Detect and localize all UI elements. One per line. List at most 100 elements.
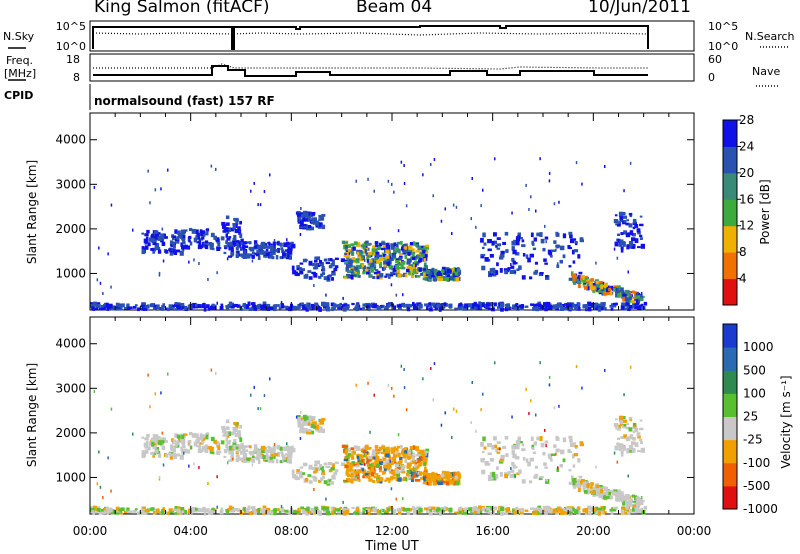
- echo-cell: [298, 421, 302, 427]
- echo-cell: [632, 303, 635, 308]
- echo-cell: [525, 458, 529, 463]
- echo-cell: [307, 429, 312, 432]
- echo-cell: [579, 237, 584, 242]
- echo-cell: [236, 448, 240, 453]
- echo-cell: [392, 476, 396, 480]
- echo-cell: [260, 445, 266, 451]
- x-tick-label: 20:00: [576, 524, 611, 538]
- echo-cell: [323, 508, 327, 513]
- echo-cell: [250, 189, 252, 193]
- echo-cell: [589, 490, 593, 494]
- echo-cell: [393, 509, 396, 515]
- echo-cell: [184, 306, 187, 311]
- echo-cell: [404, 246, 407, 250]
- echo-cell: [353, 307, 357, 311]
- echo-cell: [209, 509, 214, 515]
- echo-cell: [390, 246, 395, 250]
- echo-cell: [292, 305, 297, 310]
- freq-tick-top: 18: [66, 53, 80, 66]
- echo-cell: [536, 303, 540, 306]
- echo-cell: [640, 447, 645, 453]
- echo-cell: [281, 454, 286, 457]
- echo-cell: [275, 255, 279, 260]
- colorbar-tick-label: 8: [739, 245, 747, 259]
- echo-cell: [393, 256, 397, 260]
- echo-cell: [188, 239, 191, 243]
- colorbar-tick-label: 16: [739, 192, 754, 206]
- echo-cell: [344, 445, 349, 448]
- echo-cell: [487, 248, 492, 252]
- echo-cell: [415, 448, 419, 451]
- echo-cell: [172, 440, 175, 445]
- echo-cell: [99, 485, 102, 489]
- echo-cell: [228, 247, 231, 251]
- echo-cell: [363, 247, 369, 251]
- echo-cell: [409, 508, 413, 512]
- echo-cell: [198, 238, 204, 241]
- echo-cell: [236, 508, 241, 512]
- echo-cell: [143, 238, 147, 244]
- echo-cell: [304, 477, 309, 482]
- echo-cell: [195, 229, 199, 235]
- echo-cell: [422, 453, 426, 458]
- echo-cell: [440, 481, 443, 485]
- echo-cell: [390, 450, 395, 454]
- echo-cell: [172, 304, 177, 307]
- echo-cell: [257, 203, 259, 207]
- echo-cell: [633, 422, 637, 427]
- echo-cell: [101, 306, 106, 311]
- echo-cell: [476, 305, 480, 310]
- echo-cell: [626, 291, 631, 296]
- echo-cell: [603, 506, 606, 510]
- colorbar-tick-label: -1000: [743, 502, 778, 516]
- echo-cell: [415, 459, 418, 463]
- echo-cell: [376, 464, 381, 468]
- echo-cell: [609, 304, 613, 308]
- echo-cell: [555, 248, 557, 252]
- echo-cell: [228, 505, 233, 511]
- echo-cell: [635, 293, 639, 296]
- echo-cell: [599, 306, 604, 311]
- echo-cell: [575, 365, 578, 369]
- echo-cell: [623, 416, 626, 420]
- echo-cell: [586, 485, 590, 489]
- echo-cell: [470, 511, 474, 514]
- echo-cell: [260, 508, 265, 514]
- echo-cell: [579, 276, 584, 280]
- echo-cell: [98, 307, 103, 311]
- echo-cell: [298, 216, 302, 220]
- echo-cell: [571, 271, 574, 276]
- echo-cell: [473, 307, 478, 310]
- echo-cell: [482, 188, 484, 192]
- echo-cell: [614, 491, 619, 496]
- echo-cell: [205, 434, 209, 440]
- echo-cell: [151, 303, 155, 307]
- echo-cell: [287, 246, 291, 250]
- echo-cell: [628, 241, 634, 246]
- echo-cell: [448, 507, 452, 512]
- colorbar-segment: [723, 120, 737, 147]
- echo-cell: [550, 255, 553, 258]
- echo-cell: [427, 478, 433, 483]
- echo-cell: [213, 439, 217, 444]
- echo-cell: [255, 509, 259, 513]
- echo-cell: [394, 451, 399, 455]
- echo-cell: [392, 472, 396, 476]
- echo-cell: [321, 418, 326, 421]
- echo-cell: [511, 257, 515, 262]
- echo-cell: [248, 253, 252, 257]
- echo-cell: [640, 303, 644, 307]
- echo-cell: [154, 188, 157, 192]
- echo-cell: [188, 439, 192, 444]
- echo-cell: [415, 479, 421, 482]
- echo-cell: [367, 177, 369, 181]
- echo-cell: [637, 450, 641, 453]
- echo-cell: [373, 272, 378, 275]
- echo-cell: [411, 452, 415, 457]
- echo-cell: [454, 475, 458, 480]
- echo-cell: [632, 425, 637, 430]
- echo-cell: [308, 480, 313, 484]
- echo-cell: [578, 475, 583, 479]
- echo-cell: [355, 465, 360, 468]
- echo-cell: [398, 507, 402, 513]
